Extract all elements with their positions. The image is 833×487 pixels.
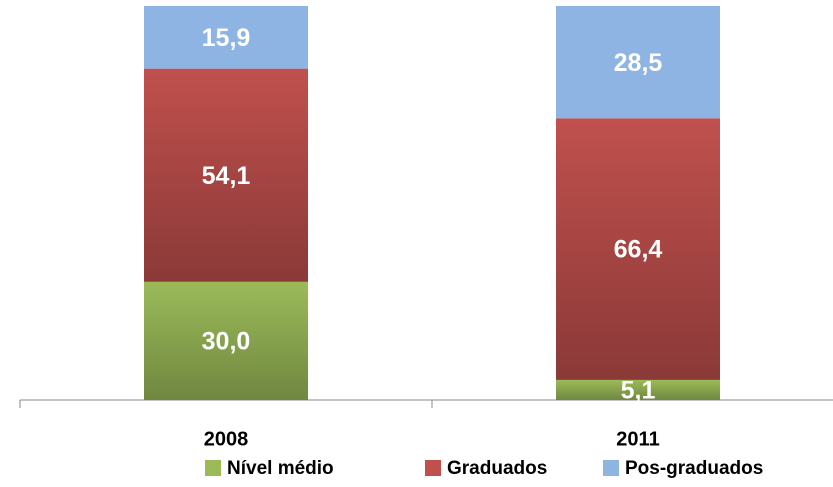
data-label: 66,4	[614, 236, 663, 264]
data-label: 5,1	[621, 377, 656, 405]
legend-label: Pos-graduados	[625, 458, 763, 479]
bar-shade	[556, 118, 720, 380]
bar-segment	[556, 6, 720, 119]
x-tick-label: 2008	[204, 428, 249, 450]
bar-shade	[144, 281, 308, 400]
bar-shade	[144, 68, 308, 282]
legend-label: Graduados	[447, 458, 547, 479]
legend-swatch	[205, 460, 221, 476]
x-tick-label: 2011	[616, 428, 659, 450]
bar-shade	[556, 379, 720, 400]
data-label: 54,1	[202, 162, 251, 190]
legend-swatch	[425, 460, 441, 476]
legend-swatch	[603, 460, 619, 476]
bar-segment	[144, 6, 308, 69]
data-label: 28,5	[614, 49, 663, 77]
data-label: 30,0	[202, 328, 251, 356]
legend-label: Nível médio	[227, 458, 334, 479]
data-label: 15,9	[202, 24, 251, 52]
